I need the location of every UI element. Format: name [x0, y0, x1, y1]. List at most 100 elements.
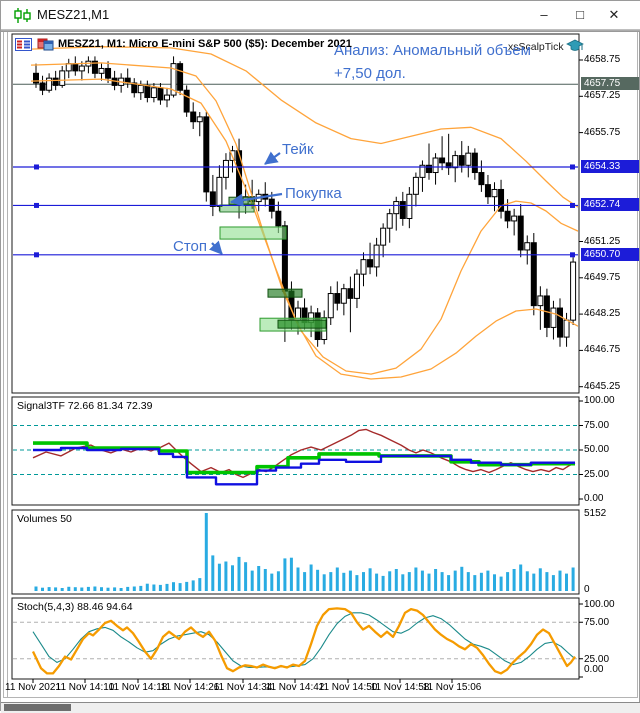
candle-bull — [170, 63, 177, 96]
volume-bar — [401, 574, 405, 591]
stoch-panel-label: Stoch(5,4,3) 88.46 94.64 — [17, 601, 133, 613]
volume-bar — [525, 571, 529, 591]
candle-bull — [164, 94, 170, 101]
candle-bull — [150, 87, 157, 99]
volume-bar — [224, 561, 228, 591]
vol-panel-border — [11, 509, 580, 595]
candle-bear — [33, 72, 39, 84]
candle-bull — [406, 193, 413, 220]
stop-arrow — [208, 240, 223, 255]
signal-axis-label: 0.00 — [584, 493, 604, 504]
time-axis-label: 11 Nov 2021 — [5, 682, 61, 693]
table-icon[interactable] — [15, 38, 32, 51]
volume-bar — [493, 574, 496, 591]
stoch-main-line — [31, 607, 576, 675]
horizontal-scrollbar-track[interactable] — [1, 702, 640, 713]
volume-bar — [558, 570, 562, 591]
candle-bull — [380, 227, 387, 246]
volume-bar — [132, 586, 136, 591]
buy-annotation: Покупка — [285, 185, 342, 202]
trade-zone-box — [219, 226, 287, 240]
candle-bear — [203, 116, 210, 193]
volume-bar — [388, 571, 392, 591]
candle-bear — [347, 288, 354, 299]
volume-bar — [355, 575, 359, 591]
candle-bull — [353, 273, 360, 299]
volume-axis-max: 5152 — [584, 508, 607, 519]
buy-arrow — [229, 192, 283, 207]
price-axis-label: 4648.25 — [584, 308, 621, 320]
minimize-button[interactable]: – — [540, 7, 548, 22]
candle-bull — [373, 244, 380, 268]
volume-bar — [165, 583, 169, 591]
frame-left-inner — [7, 32, 8, 697]
volume-bar — [466, 572, 470, 591]
candle-bear — [183, 89, 190, 113]
volume-bar — [479, 572, 483, 591]
maximize-button[interactable]: □ — [576, 7, 584, 22]
volume-bar — [47, 587, 51, 591]
candle-bear — [426, 164, 432, 174]
volume-bar — [145, 583, 149, 591]
trade-zone-box — [267, 288, 303, 298]
volume-bar — [263, 569, 267, 591]
candle-bear — [275, 210, 282, 227]
candle-bull — [222, 159, 229, 178]
volume-bar — [362, 572, 365, 591]
close-button[interactable]: ✕ — [608, 7, 620, 22]
window-title-bar[interactable]: MESZ21,M1 – □ ✕ — [1, 1, 640, 29]
volume-bar — [348, 570, 352, 591]
volume-bar — [100, 587, 103, 591]
signal-axis-label: 50.00 — [584, 444, 610, 455]
main-panel-border — [11, 33, 580, 394]
volume-bar — [231, 565, 234, 591]
volume-bar — [486, 570, 490, 591]
candle-bull — [196, 116, 203, 123]
candle-bull — [550, 307, 557, 328]
candle-bear — [399, 201, 406, 220]
horizontal-scrollbar-thumb[interactable] — [4, 704, 71, 711]
candle-bear — [478, 172, 485, 186]
candle-bear — [91, 60, 98, 74]
windows-tile-icon[interactable] — [37, 38, 54, 51]
volume-bar — [420, 570, 424, 591]
candle-bull — [465, 152, 472, 166]
candle-bull — [137, 84, 144, 94]
volume-bar — [545, 572, 549, 591]
volume-bar — [316, 569, 320, 591]
volume-bar — [172, 582, 175, 591]
price-axis-label: 4655.75 — [584, 126, 621, 138]
candle-bear — [190, 111, 197, 123]
candle-bull — [511, 215, 518, 222]
candle-bear — [471, 152, 478, 174]
candle-bear — [334, 293, 341, 304]
price-axis-label: 4651.25 — [584, 235, 621, 247]
time-axis-label: 11 Nov 15:06 — [422, 682, 482, 693]
candle-bull — [46, 77, 53, 91]
volume-bar — [303, 572, 307, 591]
volume-bar — [414, 567, 418, 591]
bollinger-middle-line — [30, 62, 578, 375]
hline-marker-right — [570, 164, 575, 170]
frame-bottom — [3, 697, 638, 698]
price-badge: 4654.33 — [581, 159, 639, 173]
price-badge: 4650.70 — [581, 247, 639, 261]
signal-axis-label: 75.00 — [584, 419, 610, 431]
signal-green-line — [33, 441, 575, 475]
candle-bear — [458, 155, 465, 166]
time-axis-label: 11 Nov 14:10 — [55, 682, 115, 693]
volume-bar — [270, 573, 274, 591]
volume-bar — [329, 572, 333, 591]
candle-bull — [491, 188, 498, 198]
volume-bar — [86, 586, 90, 591]
candle-bear — [209, 191, 216, 207]
volume-bar — [335, 567, 339, 591]
price-axis-label: 4649.75 — [584, 271, 621, 283]
candle-bull — [78, 65, 85, 72]
candle-bull — [327, 293, 334, 319]
candle-bear — [105, 67, 112, 79]
hline-marker-right — [570, 202, 575, 208]
volume-bar — [499, 576, 503, 591]
candle-bull — [216, 176, 223, 207]
